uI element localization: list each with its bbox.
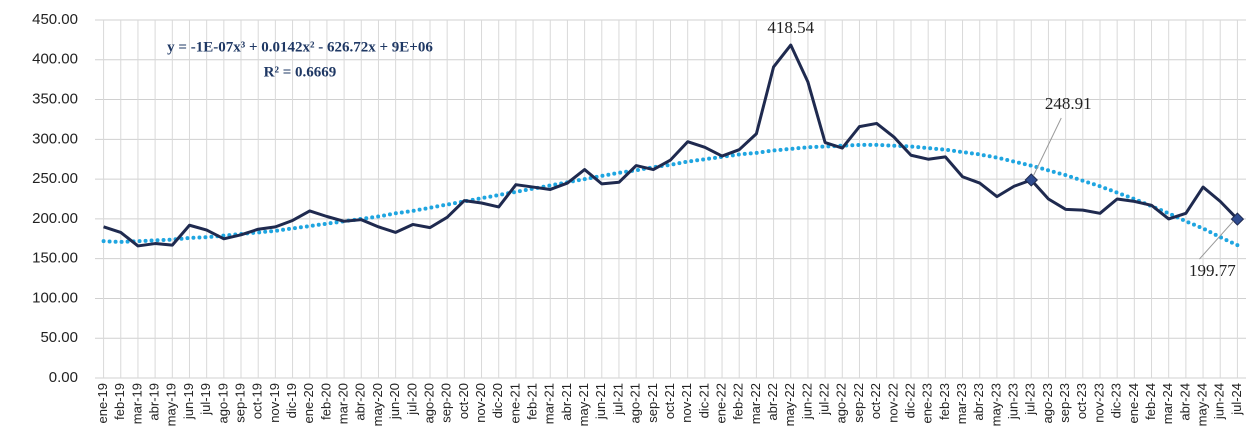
x-tick-label: ene-23 (920, 383, 935, 423)
x-tick-label: jul-21 (610, 383, 625, 416)
x-tick-label: oct-23 (1074, 383, 1089, 419)
x-tick-label: feb-23 (937, 383, 952, 420)
x-tick-label: feb-22 (731, 383, 746, 420)
x-tick-label: dic-22 (902, 383, 917, 418)
y-tick-label: 400.00 (32, 51, 78, 68)
x-tick-label: oct-20 (456, 383, 471, 419)
x-tick-label: jun-22 (799, 383, 814, 420)
x-tick-label: ago-21 (628, 383, 643, 423)
y-tick-label: 250.00 (32, 170, 78, 187)
x-tick-label: nov-23 (1091, 383, 1106, 423)
x-tick-label: ene-22 (713, 383, 728, 423)
x-tick-label: oct-22 (868, 383, 883, 419)
x-tick-label: ago-20 (421, 383, 436, 423)
x-tick-label: jun-20 (387, 383, 402, 420)
x-tick-label: abr-23 (971, 383, 986, 421)
x-tick-label: jun-21 (593, 383, 608, 420)
x-tick-label: jul-22 (817, 383, 832, 416)
x-tick-label: mar-21 (542, 383, 557, 424)
x-tick-label: may-23 (988, 383, 1003, 426)
y-tick-label: 450.00 (32, 11, 78, 28)
x-tick-label: jul-20 (404, 383, 419, 416)
y-tick-label: 300.00 (32, 130, 78, 147)
x-tick-label: ene-21 (507, 383, 522, 423)
x-tick-label: jun-19 (181, 383, 196, 420)
point-marker (1230, 212, 1245, 226)
x-tick-label: mar-19 (129, 383, 144, 424)
x-tick-label: oct-19 (250, 383, 265, 419)
x-tick-label: abr-22 (765, 383, 780, 421)
x-tick-label: dic-20 (490, 383, 505, 418)
x-tick-label: mar-24 (1160, 383, 1175, 424)
x-tick-label: nov-20 (473, 383, 488, 423)
data-label: 199.77 (1189, 261, 1236, 280)
x-tick-label: feb-24 (1143, 383, 1158, 420)
x-tick-label: abr-20 (353, 383, 368, 421)
x-tick-label: mar-23 (954, 383, 969, 424)
x-tick-label: may-21 (576, 383, 591, 426)
x-tick-label: nov-21 (679, 383, 694, 423)
x-tick-label: ene-24 (1126, 383, 1141, 423)
y-tick-label: 50.00 (40, 329, 78, 346)
trend-equation: y = -1E-07x³ + 0.0142x² - 626.72x + 9E+0… (167, 39, 433, 55)
trend-r-squared: R² = 0.6669 (264, 64, 337, 80)
x-tick-label: mar-20 (336, 383, 351, 424)
x-tick-label: sep-23 (1057, 383, 1072, 423)
leader-line (1032, 117, 1062, 177)
x-tick-label: abr-21 (559, 383, 574, 421)
x-tick-label: may-22 (782, 383, 797, 426)
x-tick-label: abr-24 (1177, 383, 1192, 421)
x-tick-label: dic-19 (284, 383, 299, 418)
y-tick-label: 0.00 (49, 369, 78, 386)
data-label: 418.54 (767, 18, 814, 37)
x-tick-label: ago-22 (834, 383, 849, 423)
x-tick-label: sep-19 (232, 383, 247, 423)
x-tick-label: ene-20 (301, 383, 316, 423)
x-tick-label: ago-19 (215, 383, 230, 423)
x-tick-label: may-19 (164, 383, 179, 426)
x-tick-label: feb-20 (318, 383, 333, 420)
y-tick-label: 150.00 (32, 250, 78, 267)
x-tick-label: dic-21 (696, 383, 711, 418)
x-tick-label: feb-19 (112, 383, 127, 420)
x-tick-label: ene-19 (95, 383, 110, 423)
x-tick-label: jul-23 (1023, 383, 1038, 416)
x-tick-label: sep-22 (851, 383, 866, 423)
point-marker (1024, 173, 1038, 187)
data-label: 248.91 (1045, 94, 1092, 113)
y-tick-label: 350.00 (32, 91, 78, 108)
leader-line (1199, 220, 1234, 260)
x-tick-label: oct-21 (662, 383, 677, 419)
x-tick-label: abr-19 (147, 383, 162, 421)
series-line (103, 43, 1239, 248)
x-tick-label: nov-22 (885, 383, 900, 423)
x-tick-label: may-24 (1194, 383, 1209, 426)
x-tick-label: nov-19 (267, 383, 282, 423)
x-tick-label: may-20 (370, 383, 385, 426)
x-tick-label: sep-20 (439, 383, 454, 423)
x-tick-label: feb-21 (525, 383, 540, 420)
x-tick-label: jul-24 (1229, 383, 1244, 416)
x-tick-label: mar-22 (748, 383, 763, 424)
x-tick-label: jun-24 (1212, 383, 1227, 420)
x-tick-label: jun-23 (1006, 383, 1021, 420)
grid (95, 19, 1246, 379)
x-tick-label: jul-19 (198, 383, 213, 416)
y-tick-label: 200.00 (32, 210, 78, 227)
trend-line (101, 142, 1240, 248)
x-tick-label: ago-23 (1040, 383, 1055, 423)
x-tick-label: sep-21 (645, 383, 660, 423)
x-tick-label: dic-23 (1109, 383, 1124, 418)
y-tick-label: 100.00 (32, 289, 78, 306)
